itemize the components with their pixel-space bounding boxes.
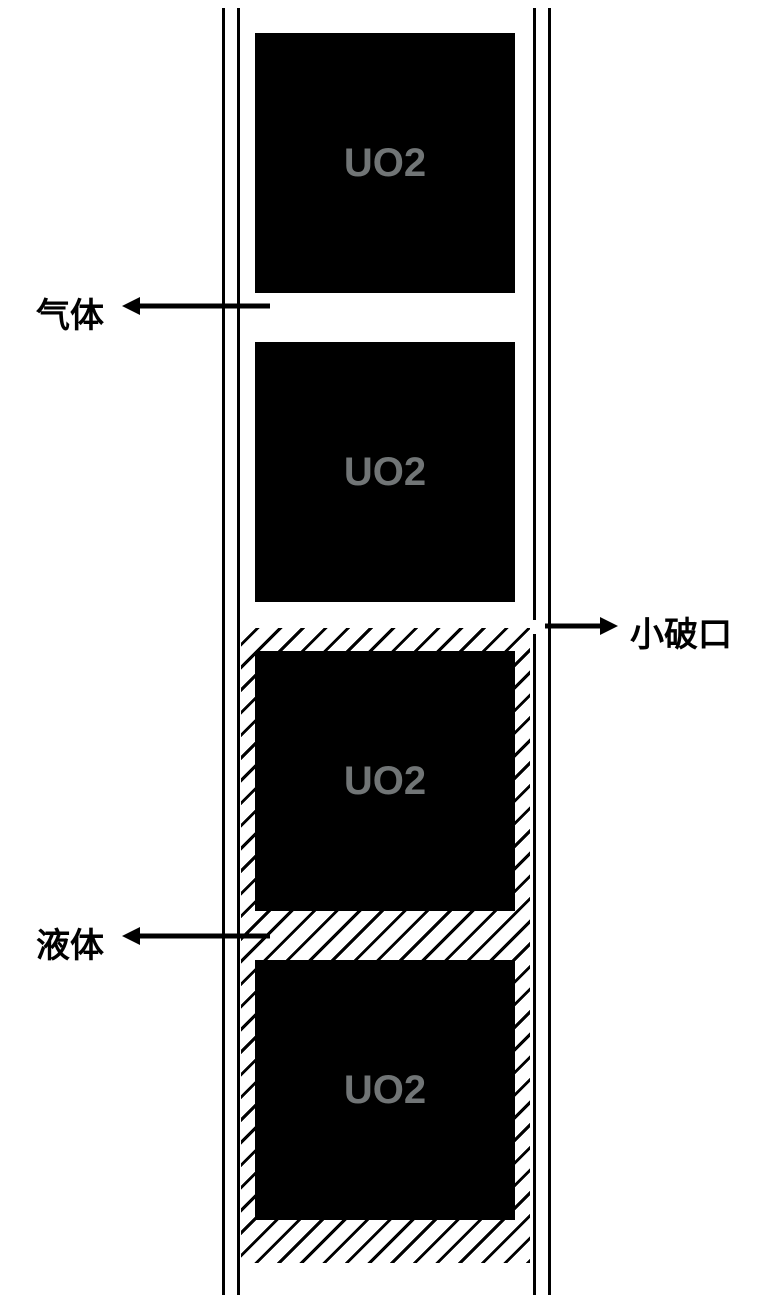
break-arrow: [0, 0, 761, 1303]
diagram-stage: UO2 UO2 UO2 UO2 气体 液体 小破口: [0, 0, 761, 1303]
